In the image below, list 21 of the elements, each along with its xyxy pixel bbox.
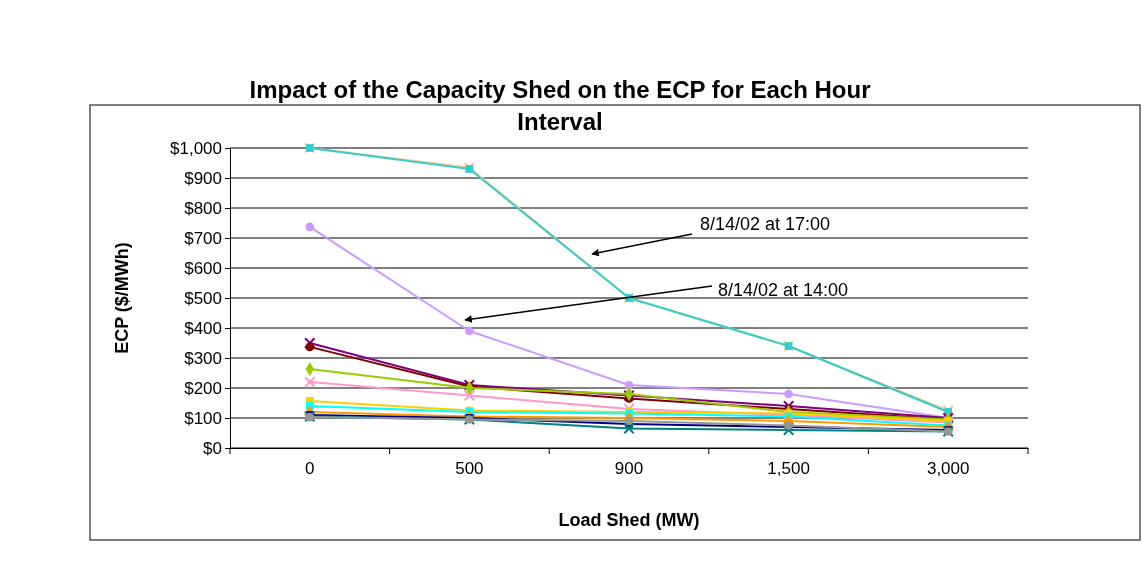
- annotation: 8/14/02 at 14:00: [718, 280, 849, 300]
- y-tick-label: $500: [184, 288, 222, 308]
- y-tick-label: $100: [184, 408, 222, 428]
- y-axis-title: ECP ($/MWh): [112, 242, 132, 354]
- chart-title: Impact of the Capacity Shed on the ECP for Each Hour Interval: [249, 76, 871, 135]
- x-tick-label: 900: [614, 459, 644, 479]
- annotation: 8/14/02 at 17:00: [700, 214, 831, 234]
- x-tick-label: 500: [455, 459, 484, 479]
- y-tick-label: $1,000: [170, 138, 222, 158]
- x-tick-label: 1,500: [767, 459, 810, 479]
- y-tick-label: $300: [184, 348, 222, 368]
- y-tick-label: $400: [184, 318, 222, 338]
- y-tick-label: $900: [184, 168, 222, 188]
- y-tick-label: $200: [184, 378, 222, 398]
- x-tick-label: 0: [305, 459, 315, 479]
- x-tick-label: 3,000: [926, 459, 970, 479]
- x-axis-title: Load Shed (MW): [558, 510, 700, 530]
- y-tick-label: $700: [184, 228, 222, 248]
- y-tick-label: $0: [203, 438, 222, 458]
- y-tick-label: $600: [184, 258, 222, 278]
- y-tick-label: $800: [184, 198, 222, 218]
